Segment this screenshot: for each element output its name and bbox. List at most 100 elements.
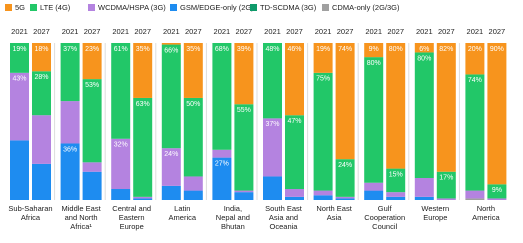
- value-label: 74%: [338, 46, 352, 53]
- legend-swatch: [322, 4, 329, 11]
- bar-segment: [10, 140, 29, 200]
- bar-segment: [234, 192, 254, 200]
- category-label: Gulf Cooperation Council: [364, 204, 406, 231]
- bar-segment: [60, 143, 80, 200]
- bar-segment: [285, 115, 304, 190]
- bar-segment: [263, 118, 282, 177]
- value-label: 61%: [114, 46, 128, 53]
- bar-segment: [82, 79, 102, 163]
- category-label: Western Europe: [421, 204, 450, 222]
- bar-segment: [313, 72, 333, 191]
- year-label: 2021: [365, 27, 382, 36]
- bar-segment: [263, 176, 282, 200]
- year-label: 2021: [62, 27, 79, 36]
- value-label: 66%: [164, 47, 178, 54]
- year-label: 2027: [387, 27, 404, 36]
- category-label: Latin America: [168, 204, 197, 222]
- value-label: 35%: [186, 46, 200, 53]
- legend-swatch: [250, 4, 257, 11]
- value-label: 55%: [237, 107, 251, 114]
- year-label: 2027: [236, 27, 253, 36]
- bar-segment: [414, 43, 434, 53]
- year-label: 2027: [185, 27, 202, 36]
- bar-segment: [10, 72, 29, 141]
- value-label: 27%: [215, 160, 229, 167]
- value-label: 9%: [369, 46, 379, 53]
- value-label: 90%: [490, 46, 504, 53]
- bar-segment: [436, 198, 456, 200]
- value-label: 80%: [417, 55, 431, 62]
- year-label: 2027: [337, 27, 354, 36]
- value-label: 19%: [316, 46, 330, 53]
- bar-segment: [111, 138, 131, 190]
- value-label: 15%: [389, 171, 403, 178]
- bar-segment: [414, 178, 434, 197]
- bar-segment: [111, 43, 131, 139]
- bar-segment: [60, 43, 80, 102]
- bar-segment: [82, 171, 102, 200]
- bar-segment: [161, 148, 181, 186]
- bar-segment: [32, 163, 51, 200]
- bar-segment: [161, 43, 181, 45]
- category-label: Middle East and North Africa¹: [61, 204, 101, 231]
- year-label: 2021: [112, 27, 129, 36]
- bar-segment: [183, 190, 203, 200]
- value-label: 35%: [136, 46, 150, 53]
- legend-label: WCDMA/HSPA (3G): [98, 3, 166, 12]
- value-label: 50%: [186, 101, 200, 108]
- legend-label: GSM/EDGE-only (2G): [180, 3, 254, 12]
- bar-segment: [212, 43, 232, 150]
- value-label: 63%: [136, 101, 150, 108]
- value-label: 36%: [63, 146, 77, 153]
- bar-segment: [60, 101, 80, 144]
- bar-segment: [335, 159, 355, 197]
- legend-label: LTE (4G): [40, 3, 71, 12]
- bar-segment: [133, 97, 153, 197]
- bar-segment: [465, 74, 485, 191]
- bar-segment: [285, 43, 304, 116]
- value-label: 24%: [164, 151, 178, 158]
- bar-segment: [111, 189, 131, 200]
- bar-segment: [32, 115, 51, 164]
- year-label: 2027: [84, 27, 101, 36]
- value-label: 6%: [419, 46, 429, 53]
- bar-segment: [234, 43, 254, 105]
- value-label: 53%: [85, 82, 99, 89]
- bar-segment: [313, 190, 333, 196]
- year-label: 2027: [286, 27, 303, 36]
- value-label: 47%: [287, 118, 301, 125]
- bar-segment: [212, 149, 232, 158]
- bar-segment: [436, 171, 456, 199]
- bar-segment: [335, 43, 355, 160]
- bar-segment: [414, 52, 434, 179]
- value-label: 46%: [287, 46, 301, 53]
- bar-segment: [414, 196, 434, 200]
- bar-segment: [10, 43, 29, 73]
- bar-segment: [335, 198, 355, 200]
- year-label: 2021: [416, 27, 433, 36]
- value-label: 48%: [265, 46, 279, 53]
- value-label: 80%: [367, 60, 381, 67]
- year-label: 2027: [438, 27, 455, 36]
- bar-segment: [487, 198, 507, 200]
- value-label: 68%: [215, 46, 229, 53]
- year-label: 2027: [489, 27, 506, 36]
- value-label: 9%: [492, 187, 502, 194]
- bar-segment: [465, 190, 485, 199]
- bar-segment: [133, 43, 153, 98]
- bar-segment: [133, 196, 153, 199]
- year-label: 2021: [214, 27, 231, 36]
- bar-segment: [183, 176, 203, 191]
- bar-segment: [364, 182, 384, 191]
- value-label: 24%: [338, 162, 352, 169]
- value-label: 18%: [34, 46, 48, 53]
- category-label: Central and Eastern Europe: [112, 204, 152, 231]
- value-label: 80%: [389, 46, 403, 53]
- bar-segment: [386, 192, 406, 197]
- legend-label: CDMA-only (2G/3G): [332, 3, 400, 12]
- value-label: 74%: [468, 77, 482, 84]
- bar-segment: [161, 185, 181, 200]
- legend-swatch: [88, 4, 95, 11]
- value-label: 19%: [12, 46, 26, 53]
